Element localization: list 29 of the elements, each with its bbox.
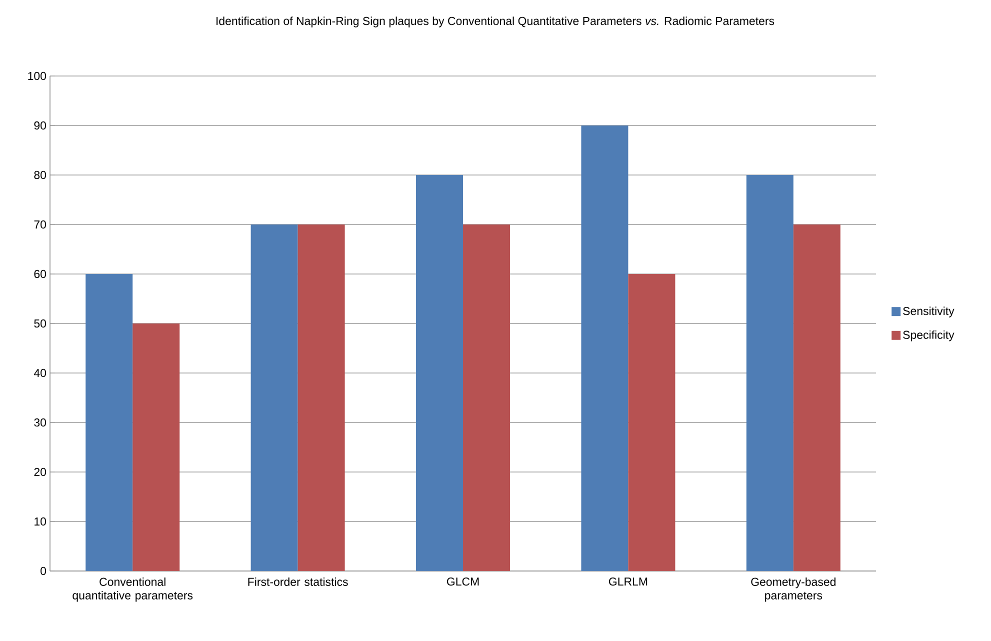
x-tick-label: First-order statistics xyxy=(248,578,348,586)
bar xyxy=(463,224,510,571)
bar xyxy=(416,174,464,571)
x-tick-label: GLRLM xyxy=(608,578,648,586)
y-tick-label: 50 xyxy=(34,319,46,328)
y-tick-label: 30 xyxy=(34,418,46,427)
x-tick-label: Geometry-based parameters xyxy=(751,578,836,602)
x-tick-label: GLCM xyxy=(446,578,479,586)
y-tick-label: 60 xyxy=(34,270,46,278)
y-tick-label: 10 xyxy=(34,517,46,526)
bar xyxy=(793,224,840,571)
bar xyxy=(298,224,345,571)
y-tick-label: 100 xyxy=(28,72,46,80)
y-tick-label: 70 xyxy=(34,220,46,229)
y-tick-label: 20 xyxy=(34,468,46,476)
bar xyxy=(746,174,794,571)
y-tick-label: 90 xyxy=(34,121,46,130)
bar xyxy=(628,274,676,571)
bar xyxy=(581,125,628,571)
legend-label: Sensitivity xyxy=(903,306,954,318)
bar xyxy=(250,224,298,571)
chart-title: Identification of Napkin-Ring Sign plaques by Conventional Quantitative Parameters vs. Radiomic Parameters xyxy=(216,16,774,28)
x-tick-label: Conventional quantitative parameters xyxy=(72,578,193,602)
y-tick-label: 40 xyxy=(34,368,46,378)
bar xyxy=(86,274,133,571)
bar xyxy=(132,323,180,571)
y-tick-label: 80 xyxy=(34,170,46,180)
y-tick-label: 0 xyxy=(40,566,46,576)
legend-label: Specificity xyxy=(903,330,954,342)
